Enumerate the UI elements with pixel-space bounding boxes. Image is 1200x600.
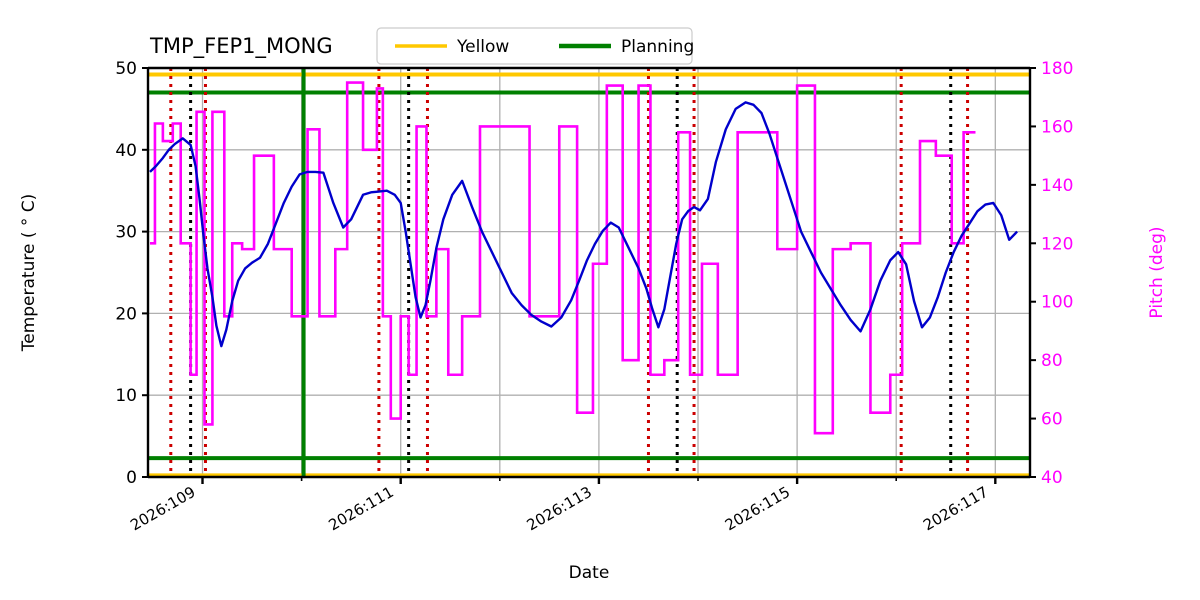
ytick-label-right: 160 bbox=[1041, 117, 1073, 137]
ytick-label-right: 80 bbox=[1041, 351, 1063, 371]
series-temperature-line bbox=[149, 101, 1018, 348]
y2-axis-title: Pitch (deg) bbox=[1147, 226, 1167, 318]
ytick-label-right: 40 bbox=[1041, 468, 1063, 488]
ytick-label-right: 60 bbox=[1041, 410, 1063, 430]
plot-area-background bbox=[148, 68, 1030, 477]
ytick-label-right: 120 bbox=[1041, 234, 1073, 254]
ytick-label-left: 30 bbox=[115, 223, 137, 243]
ytick-label-right: 140 bbox=[1041, 176, 1073, 196]
ytick-label-right: 100 bbox=[1041, 293, 1073, 313]
legend-label-planning: Planning bbox=[621, 37, 694, 57]
ytick-label-left: 0 bbox=[126, 468, 137, 488]
ytick-label-right: 180 bbox=[1041, 59, 1073, 79]
x-axis-title: Date bbox=[569, 563, 610, 583]
legend-box bbox=[376, 27, 693, 65]
ytick-label-left: 40 bbox=[115, 141, 137, 161]
chart-title: TMP_FEP1_MONG bbox=[149, 34, 333, 59]
ytick-label-left: 20 bbox=[115, 304, 137, 324]
ytick-label-left: 50 bbox=[115, 59, 137, 79]
y-axis-title: Temperature ( ° C) bbox=[19, 194, 39, 353]
legend-label-yellow: Yellow bbox=[456, 37, 509, 57]
ytick-label-left: 10 bbox=[115, 386, 137, 406]
